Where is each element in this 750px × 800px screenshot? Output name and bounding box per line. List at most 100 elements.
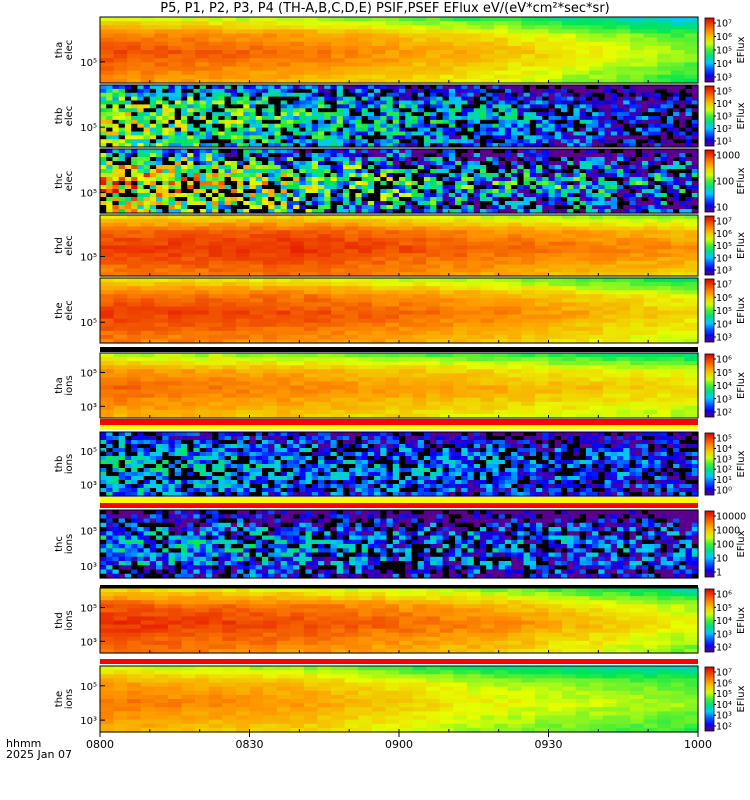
spectrogram-cell [193,92,201,98]
spectrogram-cell [100,88,107,94]
spectrogram-cell [113,66,128,72]
spectrogram-cell [480,249,495,254]
spectrogram-cell [592,165,599,170]
spectrogram-cell [562,253,577,258]
spectrogram-cell [467,169,475,174]
spectrogram-cell [317,298,332,303]
spectrogram-cell [237,85,244,90]
spectrogram-cell [492,104,500,109]
spectrogram-cell [336,149,344,154]
spectrogram-cell [193,185,201,190]
spectrogram-cell [195,326,210,332]
spectrogram-cell [230,96,238,102]
spectrogram-cell [222,338,237,344]
spectrogram-cell [507,62,522,68]
spectrogram-cell [412,41,427,47]
spectrogram-cell [193,135,201,140]
spectrogram-cell [168,153,176,158]
spectrogram-cell [305,96,313,102]
spectrogram-cell [521,249,536,254]
spectrogram-cell [358,33,373,39]
spectrogram-cell [140,21,155,26]
spectrogram-cell [673,149,680,154]
spectrogram-cell [208,66,223,72]
spectrogram-cell [436,181,444,186]
spectrogram-cell [448,169,456,174]
spectrogram-cell [261,88,269,94]
spectrogram-cell [684,230,699,235]
spectrogram-cell [118,157,126,162]
spectrogram-cell [303,290,319,295]
spectrogram-cell [212,135,219,140]
spectrogram-cell [263,230,278,235]
spectrogram-cell [276,253,291,258]
spectrogram-cell [641,96,649,102]
spectrogram-cell [205,92,213,98]
spectrogram-cell [249,96,257,102]
spectrogram-cell [504,177,512,182]
spectrogram-cell [604,88,612,94]
spectrogram-cell [562,70,577,76]
spectrogram-cell [629,119,637,125]
spectrogram-cell [685,209,693,214]
spectrogram-cell [112,149,120,154]
spectrogram-cell [511,149,518,154]
spectrogram-cell [299,189,307,194]
spectrogram-cell [480,78,495,84]
spectrogram-cell [399,237,414,243]
spectrogram-cell [542,173,550,178]
spectrogram-cell [598,100,606,105]
spectrogram-cell [654,185,662,190]
spectrogram-cell [426,33,441,39]
spectrogram-cell [361,92,369,98]
spectrogram-cell [430,127,437,133]
spectrogram-cell [399,234,414,239]
spectrogram-cell [331,298,346,303]
spectrogram-cell [174,173,182,178]
spectrogram-cell [149,123,157,129]
spectrogram-cell [498,143,506,148]
spectrogram-cell [473,139,481,144]
spectrogram-cell [560,96,568,102]
spectrogram-cell [344,74,359,80]
spectrogram-cell [124,165,132,170]
spectrogram-cell [235,256,251,262]
spectrogram-cell [318,143,325,148]
spectrogram-cell [276,286,291,291]
spectrogram-cell [303,260,319,266]
spectrogram-cell [303,234,319,239]
spectrogram-cell [349,123,356,129]
spectrogram-cell [411,131,419,136]
spectrogram-cell [106,119,114,125]
spectrogram-cell [498,88,506,94]
spectrogram-cell [305,173,313,178]
spectrogram-cell [399,272,414,277]
spectrogram-cell [507,25,522,30]
spectrogram-cell [195,306,210,312]
spectrogram-cell [208,334,223,340]
spectrogram-cell [249,330,264,336]
spectrogram-cell [448,127,456,133]
spectrogram-cell [467,85,475,90]
spectrogram-cell [473,131,481,136]
spectrogram-cell [127,278,142,283]
spectrogram-cell [137,205,145,210]
spectrogram-cell [268,96,276,102]
spectrogram-cell [498,169,506,174]
spectrogram-cell [423,119,431,125]
spectrogram-cell [575,222,590,228]
spectrogram-cell [243,161,251,166]
spectrogram-cell [412,256,427,262]
spectrogram-cell [392,92,400,98]
spectrogram-cell [187,193,195,198]
spectrogram-cell [268,161,276,166]
spectrogram-cell [604,165,612,170]
spectrogram-cell [137,143,145,148]
spectrogram-cell [666,116,674,121]
spectrogram-cell [592,88,599,94]
spectrogram-cell [657,66,672,72]
spectrogram-cell [249,264,264,269]
spectrogram-cell [598,135,606,140]
spectrogram-cell [684,78,699,84]
spectrogram-cell [212,127,219,133]
